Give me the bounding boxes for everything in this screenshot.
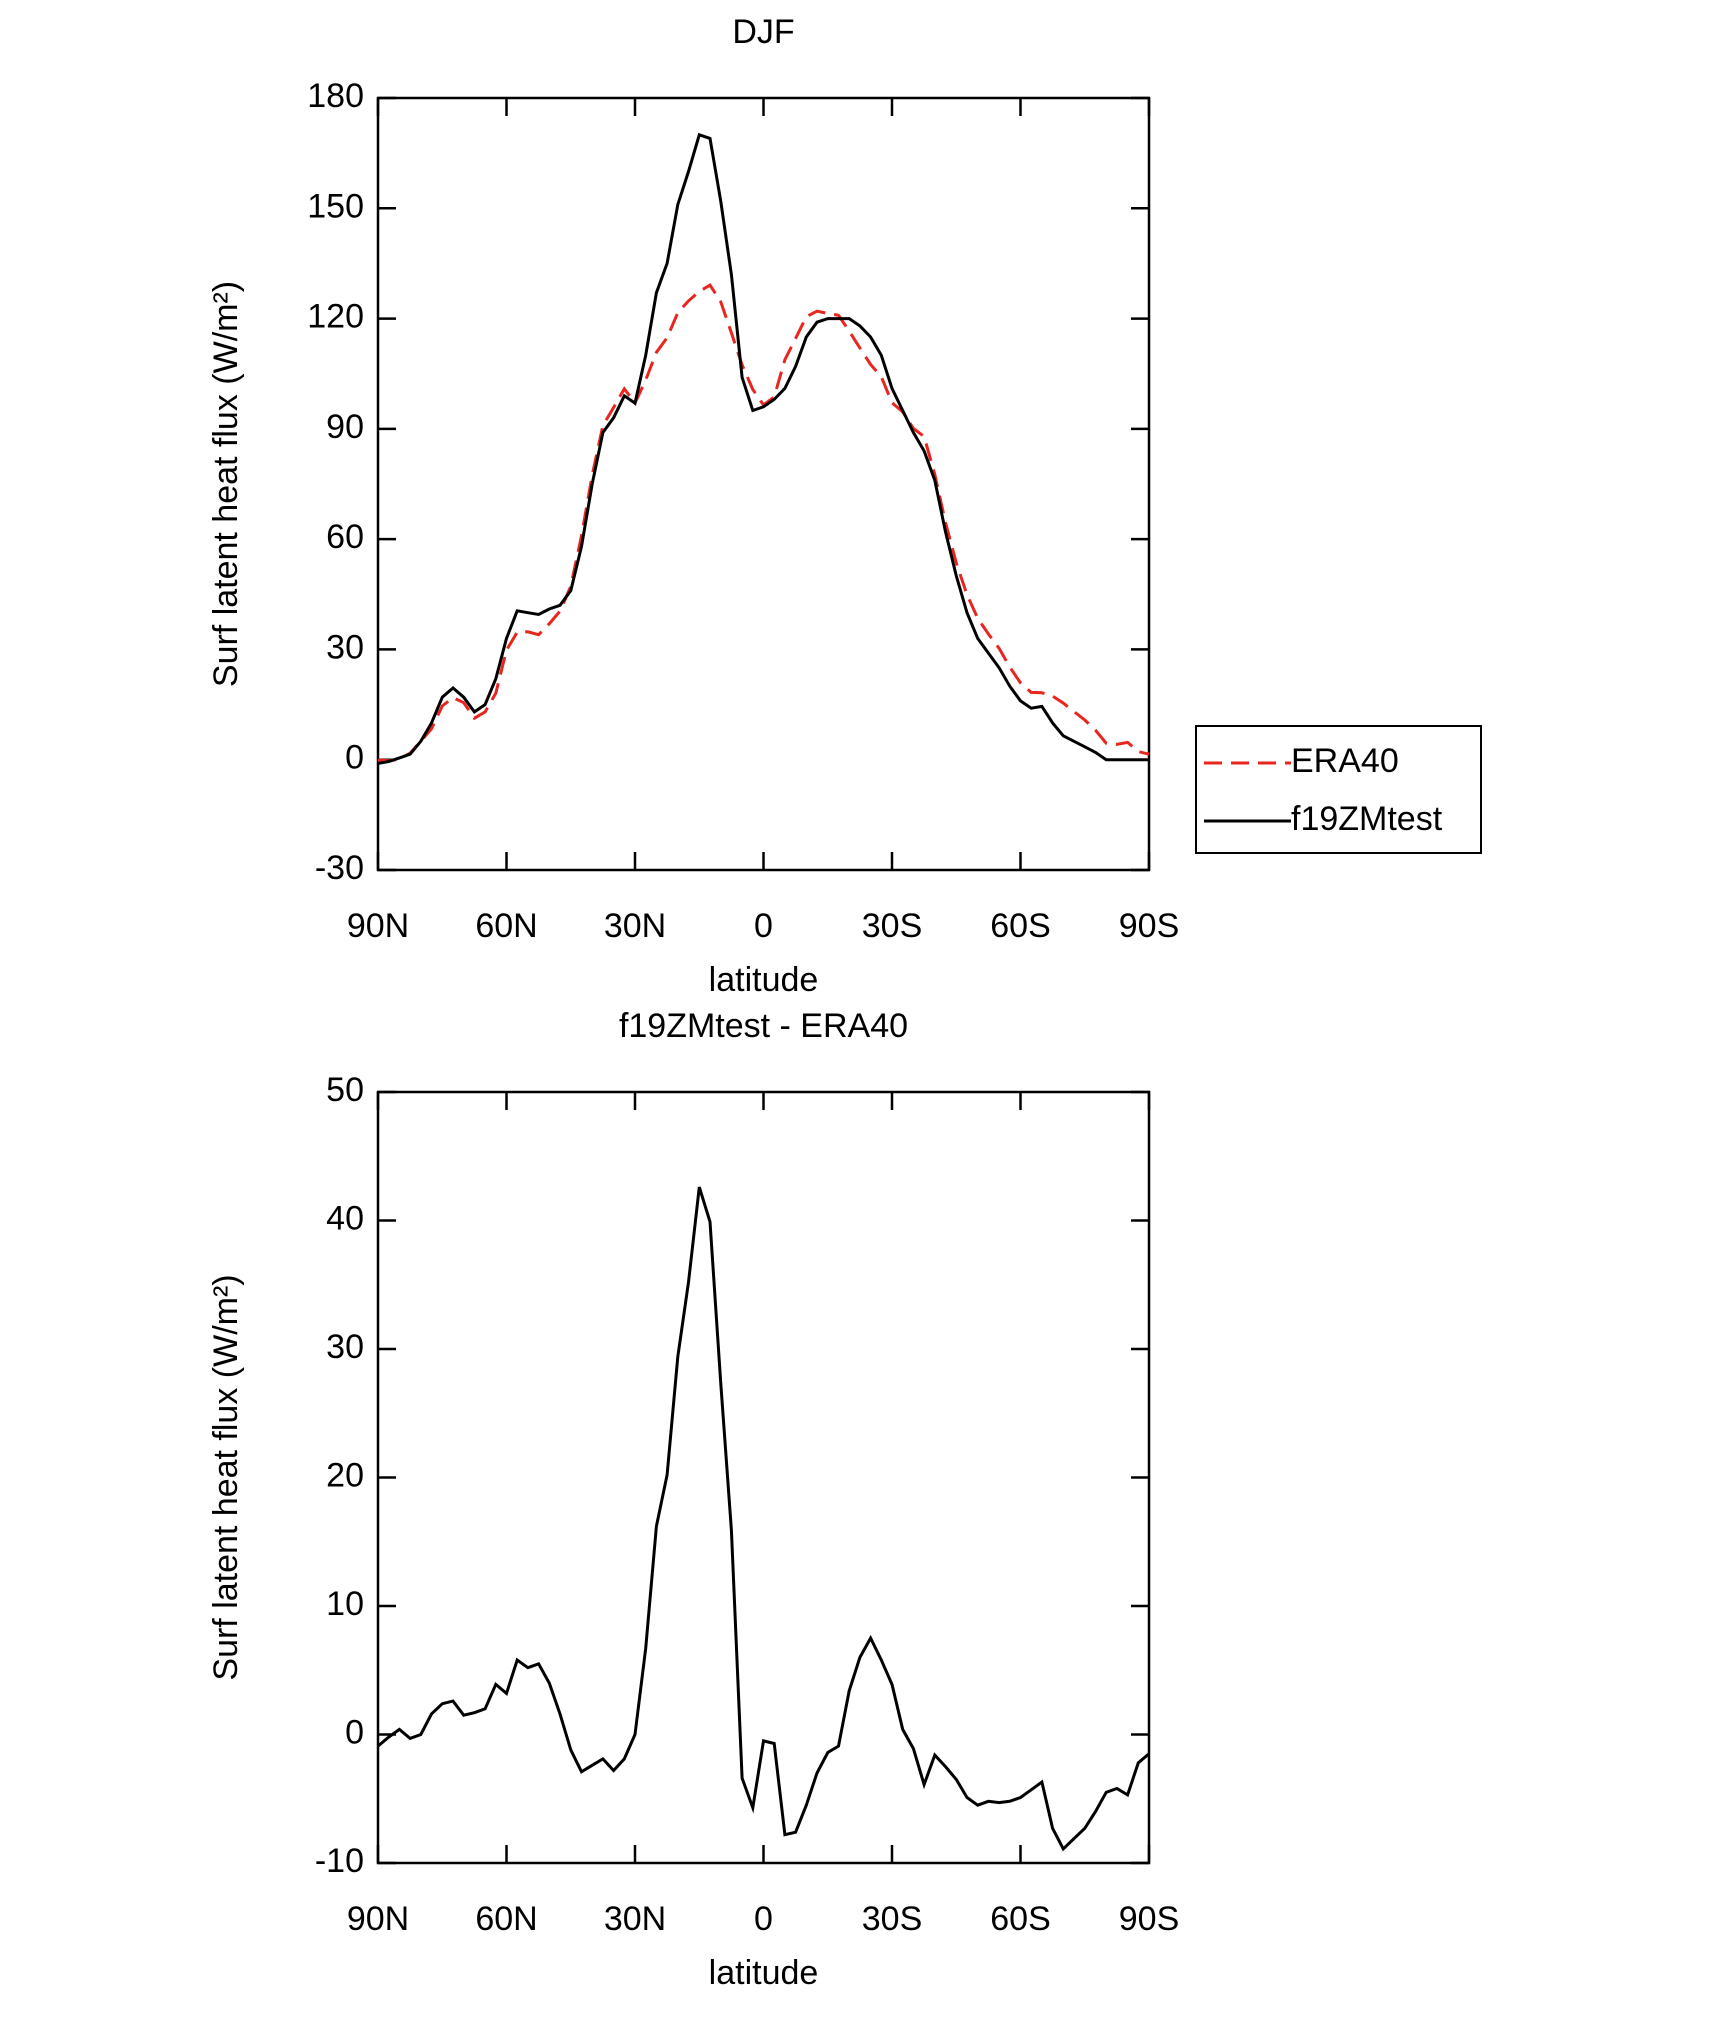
x-axis-label: latitude — [709, 1954, 819, 1992]
y-tick-label: 0 — [345, 739, 364, 777]
x-tick-label: 0 — [754, 907, 773, 945]
legend-label: f19ZMtest — [1291, 800, 1443, 838]
x-tick-label: 60S — [990, 907, 1051, 945]
y-tick-label: 120 — [307, 298, 364, 336]
x-tick-label: 30N — [604, 907, 666, 945]
legend-label: ERA40 — [1291, 742, 1399, 780]
x-tick-label: 60N — [475, 907, 537, 945]
y-tick-label: 40 — [326, 1199, 364, 1237]
y-axis-label: Surf latent heat flux (W/m²) — [207, 1274, 245, 1680]
plot-frame — [376, 96, 1151, 872]
x-tick-label: 90S — [1119, 907, 1180, 945]
x-tick-label: 30S — [862, 1900, 923, 1938]
series-line — [377, 132, 1149, 765]
x-tick-label: 90N — [347, 907, 409, 945]
series-line — [377, 283, 1150, 763]
y-tick-label: -10 — [315, 1842, 364, 1880]
x-axis-label: latitude — [709, 961, 819, 999]
x-tick-label: 90S — [1119, 1900, 1180, 1938]
y-axis-label: Surf latent heat flux (W/m²) — [207, 281, 245, 687]
legend-box — [1195, 725, 1482, 854]
x-tick-label: 60N — [475, 1900, 537, 1938]
y-tick-label: 180 — [307, 77, 364, 115]
y-tick-label: 90 — [326, 408, 364, 446]
chart-title: f19ZMtest - ERA40 — [619, 1007, 908, 1045]
x-tick-label: 30S — [862, 907, 923, 945]
y-tick-label: -30 — [315, 849, 364, 887]
y-tick-label: 60 — [326, 518, 364, 556]
x-tick-label: 60S — [990, 1900, 1051, 1938]
series-line — [377, 1186, 1150, 1852]
y-tick-label: 30 — [326, 628, 364, 666]
y-tick-label: 10 — [326, 1585, 364, 1623]
plot-frame — [376, 1090, 1151, 1865]
y-tick-label: 30 — [326, 1328, 364, 1366]
x-tick-label: 90N — [347, 1900, 409, 1938]
x-tick-label: 0 — [754, 1900, 773, 1938]
y-tick-label: 50 — [326, 1071, 364, 1109]
y-tick-label: 20 — [326, 1456, 364, 1494]
x-tick-label: 30N — [604, 1900, 666, 1938]
chart-title: DJF — [732, 13, 794, 51]
y-tick-label: 150 — [307, 187, 364, 225]
y-tick-label: 0 — [345, 1713, 364, 1751]
